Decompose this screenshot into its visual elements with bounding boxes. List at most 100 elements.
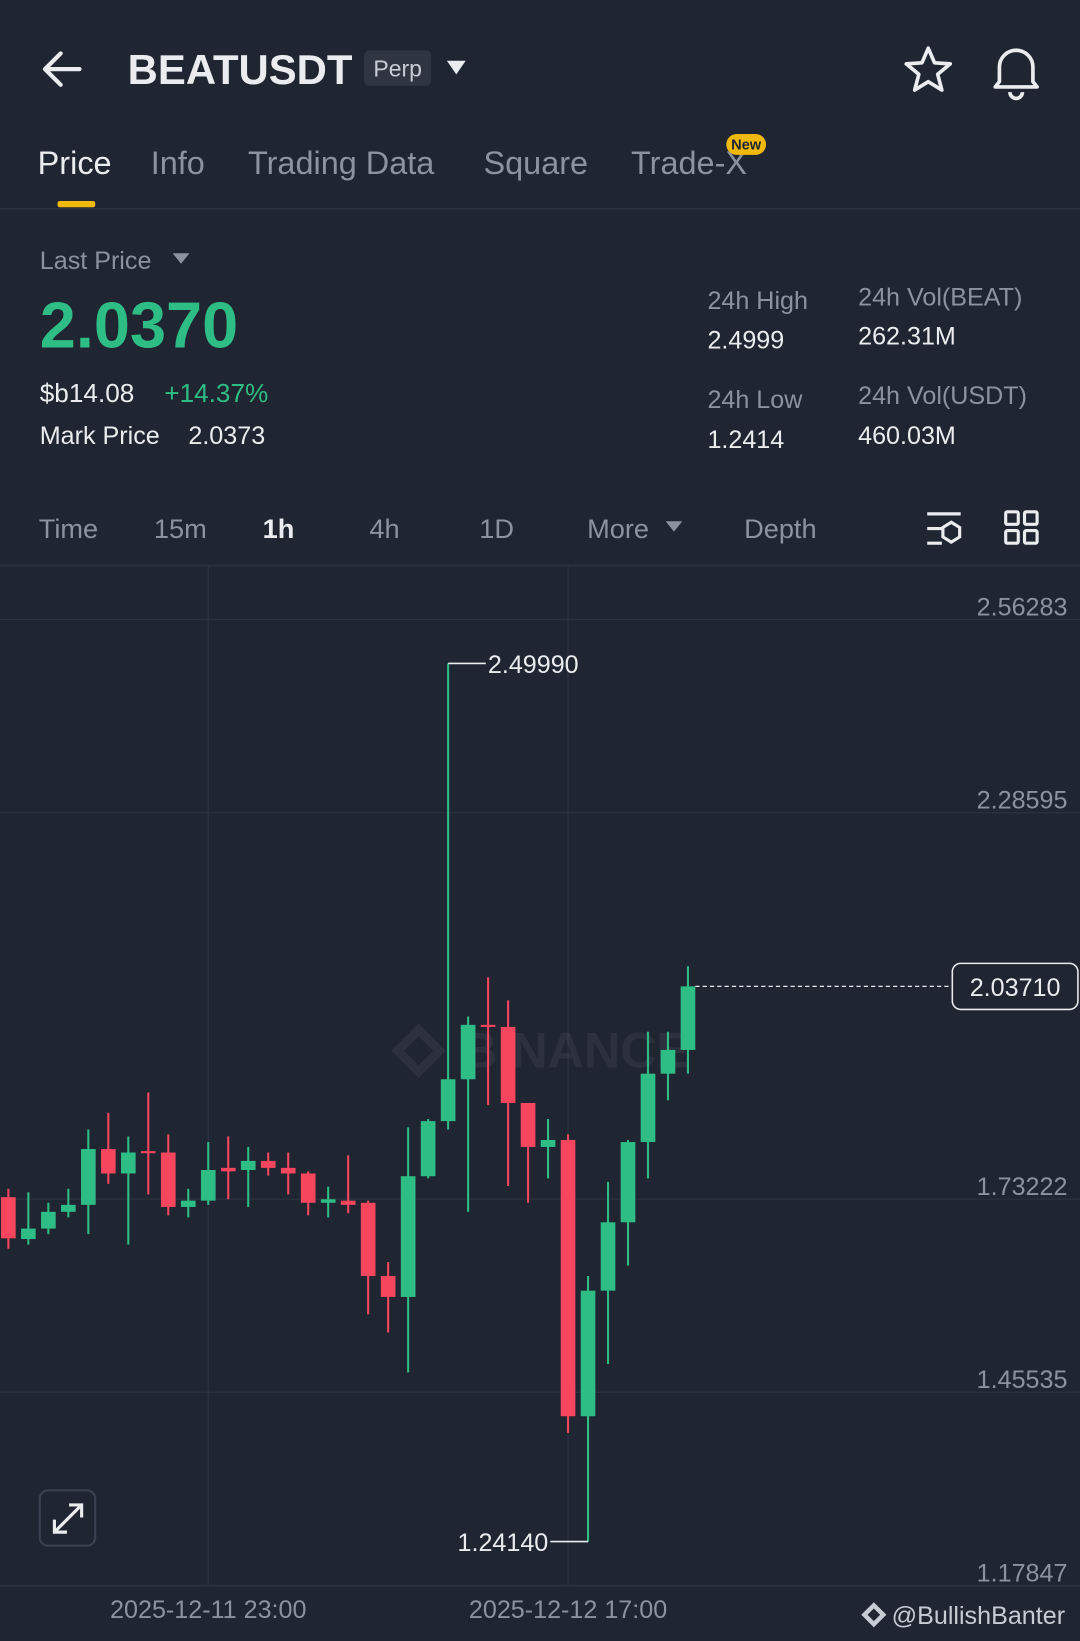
back-button[interactable] xyxy=(42,51,82,87)
candle-body xyxy=(220,1167,236,1172)
price-change: +14.37% xyxy=(164,378,268,408)
candle-body xyxy=(260,1160,276,1168)
candle-body xyxy=(320,1199,336,1203)
icon-cell xyxy=(1022,529,1039,545)
candle-body xyxy=(41,1211,56,1229)
icon-cell xyxy=(1004,529,1020,545)
stat-label: 24h Vol(USDT) xyxy=(858,382,1027,410)
interval[interactable]: 15m xyxy=(154,513,207,544)
candle-body xyxy=(240,1160,256,1170)
y-tick-label: 1.17847 xyxy=(977,1559,1068,1587)
candle-body xyxy=(100,1149,116,1174)
candle-body xyxy=(1,1197,16,1239)
candle-body xyxy=(620,1142,636,1223)
stat-label: 24h High xyxy=(707,287,808,315)
stat-value: 262.31M xyxy=(858,322,956,350)
annotation-label: 2.49990 xyxy=(488,651,579,679)
interval[interactable]: Time xyxy=(39,513,98,544)
alert-icon[interactable] xyxy=(993,48,1039,101)
y-tick-label: 1.73222 xyxy=(977,1173,1068,1201)
candle-body xyxy=(81,1149,96,1205)
fullscreen-button[interactable] xyxy=(38,1489,97,1547)
symbol[interactable]: BEATUSDT xyxy=(128,46,353,93)
candle-body xyxy=(180,1200,196,1207)
active-tab-indicator xyxy=(57,200,96,208)
candle-body xyxy=(680,986,696,1050)
mark-price-label: Mark Price xyxy=(40,422,160,450)
symbol-dropdown[interactable] xyxy=(446,60,466,75)
candle-body xyxy=(360,1202,376,1277)
button-frame xyxy=(38,1489,97,1547)
stat-value: 2.4999 xyxy=(707,327,784,355)
interval[interactable]: 1D xyxy=(479,513,514,544)
icon-hex xyxy=(941,520,962,544)
tab[interactable]: Trading Data xyxy=(248,145,435,181)
candle-body xyxy=(520,1102,536,1147)
candle-body xyxy=(340,1200,356,1205)
candle-body xyxy=(500,1026,516,1103)
candle-body xyxy=(480,1024,496,1027)
candle-body xyxy=(420,1121,436,1177)
stat-label: 24h Vol(BEAT) xyxy=(858,284,1022,312)
new-badge-text: New xyxy=(731,138,762,154)
last-price: 2.0370 xyxy=(40,288,238,361)
chart-overlay: 2.49990 1.24140 2.03710 xyxy=(448,651,1079,1557)
bell-clapper xyxy=(1008,91,1025,101)
interval[interactable]: 1h xyxy=(263,513,295,544)
watermark-text: BINANCE xyxy=(461,1022,690,1078)
mark-price: 2.0373 xyxy=(188,422,265,450)
price-alt: $b14.08 xyxy=(40,378,135,408)
icon-lines xyxy=(927,512,961,545)
candle-body xyxy=(400,1176,416,1297)
candle-body xyxy=(300,1173,316,1203)
stat-label: 24h Low xyxy=(707,386,803,414)
last-price-box xyxy=(951,962,1079,1011)
back-arrow xyxy=(42,51,82,87)
candle-body xyxy=(440,1079,456,1122)
icon-cell xyxy=(1004,510,1020,526)
tab[interactable]: Info xyxy=(151,145,205,181)
favorite-icon[interactable] xyxy=(904,46,953,92)
candle-body xyxy=(540,1139,556,1147)
candle-body xyxy=(280,1167,296,1174)
tab[interactable]: Price xyxy=(38,145,112,181)
icon-cell xyxy=(1022,510,1039,526)
candle-body xyxy=(120,1152,136,1174)
candles xyxy=(1,663,696,1542)
indicator-settings-icon[interactable] xyxy=(927,512,962,545)
y-tick-label: 2.56283 xyxy=(977,593,1068,621)
expand-icon xyxy=(52,1503,84,1534)
x-tick-label: 2025-12-11 23:00 xyxy=(110,1596,306,1624)
footer-handle: @BullishBanter xyxy=(892,1602,1065,1630)
last-price-label[interactable]: Last Price xyxy=(40,247,152,275)
y-tick-label: 1.45535 xyxy=(977,1366,1068,1394)
new-badge xyxy=(726,133,767,155)
tab[interactable]: Square xyxy=(483,145,588,181)
last-price-label: 2.03710 xyxy=(970,974,1061,1002)
interval[interactable]: Depth xyxy=(744,513,817,544)
x-tick-label: 2025-12-12 17:00 xyxy=(469,1596,667,1624)
candle-body xyxy=(600,1222,616,1291)
candle-body xyxy=(21,1228,36,1240)
tab[interactable]: Trade-X xyxy=(631,145,747,181)
candle-body xyxy=(460,1024,476,1080)
candle-body xyxy=(640,1073,656,1143)
perp-badge xyxy=(364,50,432,86)
stat-value: 460.03M xyxy=(858,422,956,450)
candle-body xyxy=(61,1204,76,1212)
last-price-dropdown[interactable] xyxy=(172,253,190,264)
candle-body xyxy=(380,1276,396,1297)
interval[interactable]: More xyxy=(587,513,649,544)
candle-body xyxy=(140,1151,156,1154)
more-dropdown[interactable] xyxy=(665,521,683,532)
stat-value: 1.2414 xyxy=(707,426,784,454)
bell xyxy=(993,48,1039,89)
layout-icon[interactable] xyxy=(1004,510,1039,545)
candle-body xyxy=(160,1152,176,1207)
annotation-label: 1.24140 xyxy=(458,1529,549,1557)
candle-body xyxy=(580,1290,596,1417)
interval[interactable]: 4h xyxy=(369,513,399,544)
